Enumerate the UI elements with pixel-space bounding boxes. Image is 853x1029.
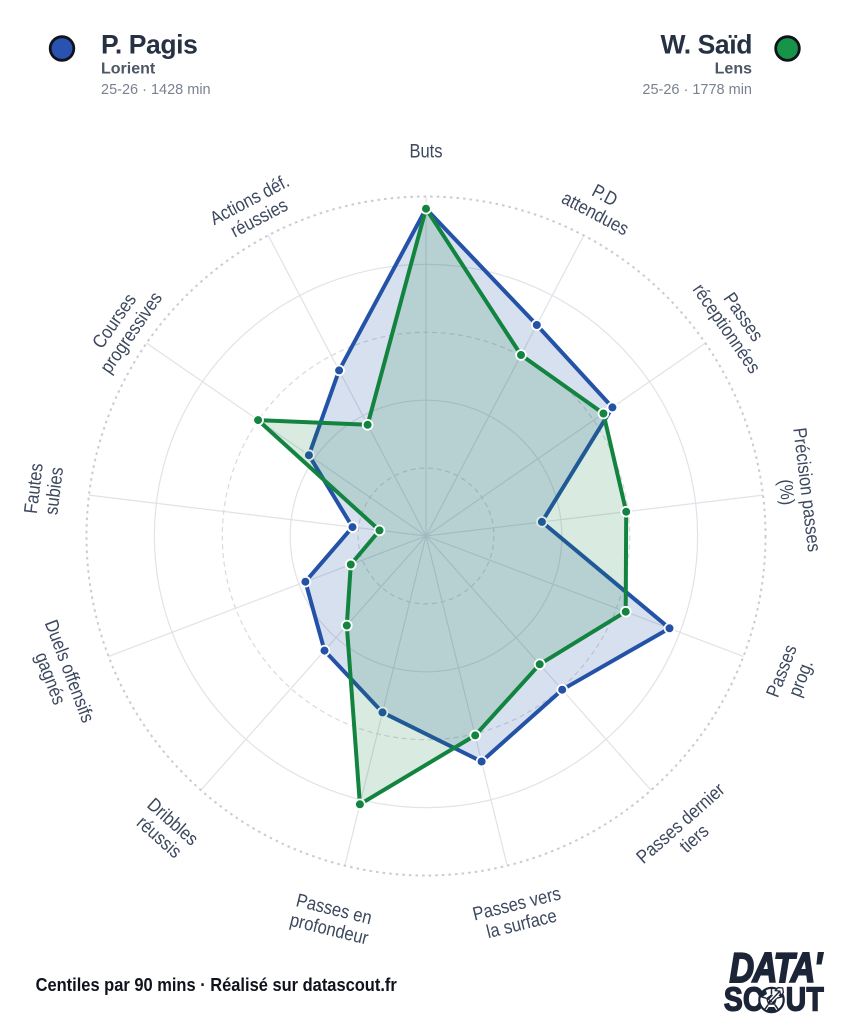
svg-text:W. Saïd: W. Saïd xyxy=(661,30,752,60)
svg-text:Passesprog.: Passesprog. xyxy=(762,642,820,708)
svg-text:DATA': DATA' xyxy=(729,945,823,992)
svg-text:UT: UT xyxy=(786,980,824,1018)
svg-text:Lorient: Lorient xyxy=(101,61,156,78)
svg-text:P.Dattendues: P.Dattendues xyxy=(558,169,642,240)
svg-text:P. Pagis: P. Pagis xyxy=(101,30,198,60)
svg-text:Duels offensifsgagnés: Duels offensifsgagnés xyxy=(21,617,98,733)
svg-text:Passes versla surface: Passes versla surface xyxy=(470,882,567,944)
svg-text:Précision passes(%): Précision passes(%) xyxy=(769,426,826,555)
svg-text:Centiles par 90 mins · Réalisé: Centiles par 90 mins · Réalisé sur datas… xyxy=(36,974,397,995)
svg-text:Lens: Lens xyxy=(715,61,752,78)
svg-text:Coursesprogressives: Coursesprogressives xyxy=(79,276,167,377)
svg-text:Passes enprofondeur: Passes enprofondeur xyxy=(288,889,376,949)
svg-text:SC: SC xyxy=(724,980,764,1018)
svg-text:25-26 · 1778 min: 25-26 · 1778 min xyxy=(642,82,752,98)
svg-text:Passes derniertiers: Passes derniertiers xyxy=(632,779,742,883)
svg-text:Fautessubies: Fautessubies xyxy=(20,462,68,517)
svg-text:Passesréceptionnées: Passesréceptionnées xyxy=(688,268,781,377)
svg-text:Actions déf.réussies: Actions déf.réussies xyxy=(206,170,302,247)
svg-text:25-26 · 1428 min: 25-26 · 1428 min xyxy=(101,82,211,98)
svg-text:Dribblesréussis: Dribblesréussis xyxy=(130,794,203,866)
svg-text:Buts: Buts xyxy=(409,140,442,161)
